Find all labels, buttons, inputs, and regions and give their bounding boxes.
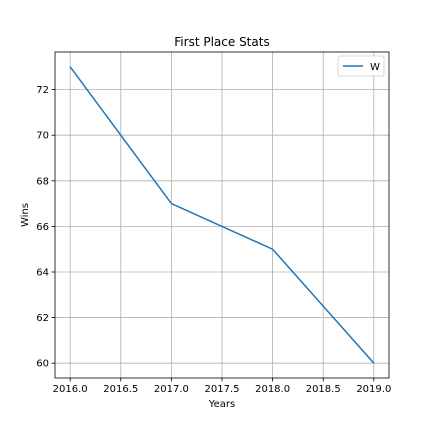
x-tick-label: 2019.0: [356, 384, 391, 395]
legend: W: [337, 55, 385, 77]
y-tick-label: 64: [36, 267, 49, 278]
x-tick-label: 2017.5: [205, 384, 240, 395]
chart-title: First Place Stats: [174, 35, 269, 49]
series-layer: [69, 66, 375, 364]
series-line-W: [69, 66, 375, 364]
x-tick-label: 2016.5: [103, 384, 138, 395]
y-tick-label: 68: [36, 176, 49, 187]
legend-label-W: W: [370, 62, 380, 73]
y-tick-label: 60: [36, 359, 49, 370]
x-tick-label: 2017.0: [154, 384, 189, 395]
x-tick-label: 2018.0: [255, 384, 290, 395]
x-tick-label: 2016.0: [53, 384, 88, 395]
x-axis-label: Years: [208, 399, 235, 410]
y-tick-label: 62: [36, 313, 49, 324]
ticks: 2016.0 2016.5 2017.0 2017.5 2018.0 2018.5 2019…: [36, 85, 391, 395]
y-tick-label: 72: [36, 85, 49, 96]
y-tick-label: 66: [36, 222, 49, 233]
y-axis-label: Wins: [20, 203, 31, 227]
x-tick-label: 2018.5: [306, 384, 341, 395]
y-tick-label: 70: [36, 131, 49, 142]
